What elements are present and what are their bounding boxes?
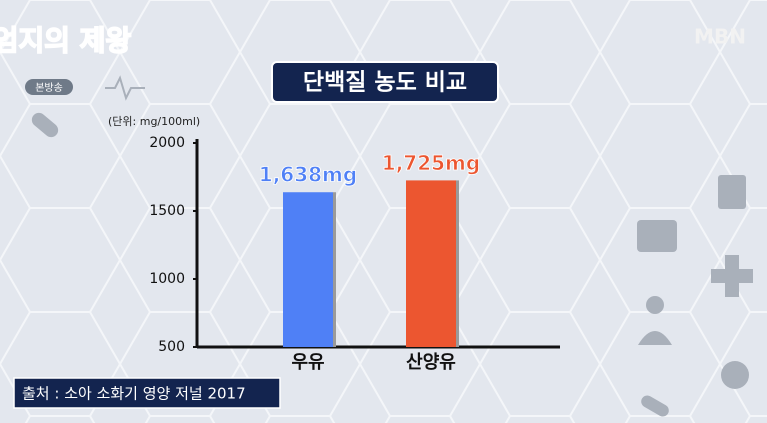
value-label: 1,725mg [382,151,480,175]
title-box [271,61,499,103]
x-tick-label: 우유 [291,352,324,373]
badge-box [25,79,73,95]
y-tick-label: 500 [158,339,185,355]
bar-edge [333,192,336,347]
value-label: 1,638mg [259,163,357,187]
channel-logo: MBN [694,25,746,49]
source: 출처 : 소아 소화기 영양 저널 2017 [22,385,246,403]
y-tick-label: 2000 [149,135,185,151]
chart-title: 단백질 농도 비교 [303,70,467,96]
program-logo: 엄지의 제왕 [0,24,132,57]
x-tick-label: 산양유 [406,352,456,373]
badge: 본방송 [35,82,63,94]
y-tick-label: 1000 [149,271,185,287]
decor-pulse [105,75,145,101]
y-tick-label: 1500 [149,203,185,219]
bar [406,180,456,347]
source-box [13,377,281,409]
bar [283,192,333,347]
bar-edge [456,180,459,347]
decor-icons [31,112,753,417]
y-axis-label: (단위: mg/100ml) [108,115,200,128]
